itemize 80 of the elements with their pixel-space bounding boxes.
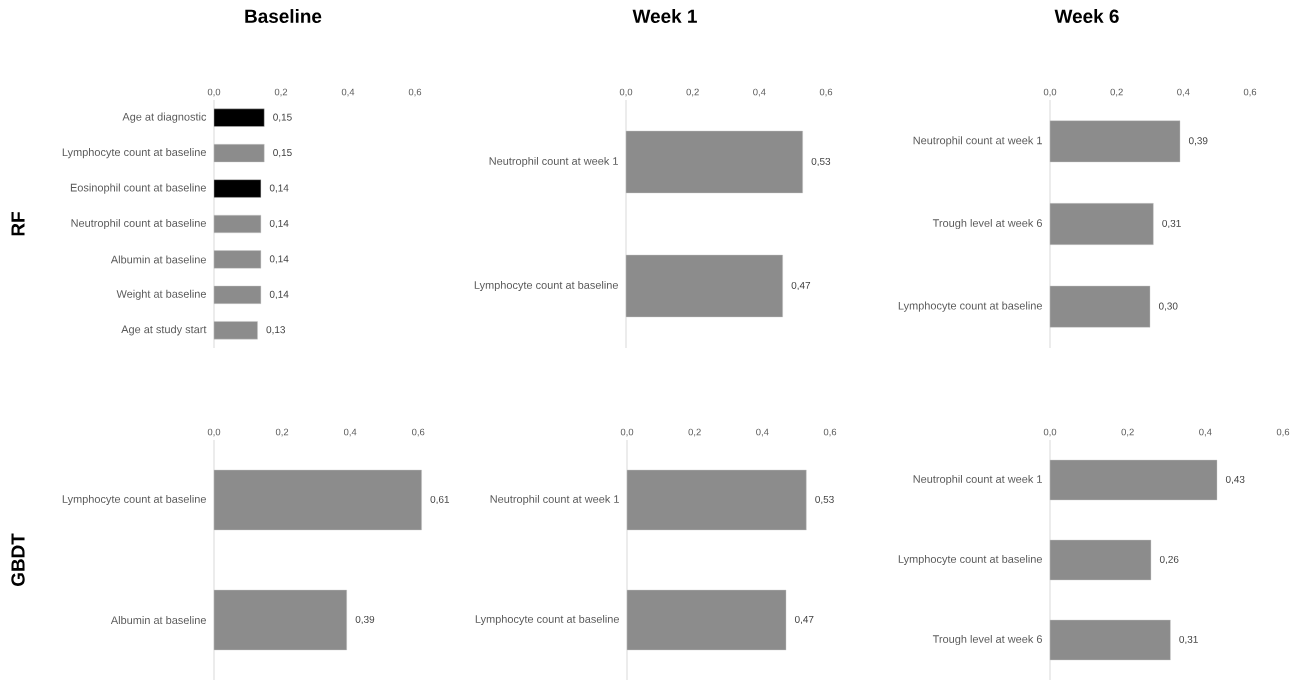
data-label: 0,61 xyxy=(430,495,450,505)
bar xyxy=(1049,459,1218,501)
x-tick-label: 0,0 xyxy=(1043,88,1057,97)
bar xyxy=(213,144,265,163)
x-tick-label: 0,2 xyxy=(1121,428,1134,437)
bar xyxy=(1049,203,1154,245)
data-label: 0,31 xyxy=(1179,635,1198,645)
data-label: 0,14 xyxy=(269,290,289,299)
data-label: 0,15 xyxy=(273,113,292,122)
x-tick-label: 0,6 xyxy=(1276,428,1290,437)
x-tick-label: 0,4 xyxy=(1177,88,1190,97)
data-label: 0,14 xyxy=(269,255,289,264)
bar xyxy=(213,108,265,127)
y-tick-label: Lymphocyte count at baseline xyxy=(475,614,619,626)
data-label: 0,39 xyxy=(355,615,375,625)
x-tick-label: 0,6 xyxy=(823,428,837,437)
y-tick-label: Trough level at week 6 xyxy=(932,218,1042,230)
chart-title: Baseline xyxy=(245,9,322,23)
data-label: 0,47 xyxy=(791,281,811,291)
data-label: 0,53 xyxy=(811,157,831,167)
bar xyxy=(1049,539,1152,581)
y-tick-label: Albumin at baseline xyxy=(110,615,206,625)
bar xyxy=(213,179,262,198)
data-label: 0,13 xyxy=(266,326,286,335)
y-tick-label: Lymphocyte count at baseline xyxy=(898,554,1042,566)
y-tick-label: Trough level at week 6 xyxy=(932,634,1042,646)
y-tick-label: Neutrophil count at week 1 xyxy=(913,136,1042,147)
x-tick-label: 0,6 xyxy=(819,88,833,97)
data-label: 0,53 xyxy=(815,495,834,505)
bar xyxy=(213,250,262,269)
data-label: 0,14 xyxy=(269,184,289,193)
y-tick-label: Age at study start xyxy=(121,325,207,336)
data-label: 0,30 xyxy=(1158,302,1178,311)
bar xyxy=(1049,619,1171,661)
x-tick-label: 0,4 xyxy=(753,88,766,97)
x-tick-label: 0,4 xyxy=(1199,428,1212,437)
data-label: 0,14 xyxy=(269,219,289,229)
x-tick-label: 0,4 xyxy=(343,428,357,437)
y-tick-label: Neutrophil count at week 1 xyxy=(490,494,619,506)
x-tick-label: 0,0 xyxy=(619,88,633,97)
chart-title: Week 6 xyxy=(1054,9,1119,23)
y-tick-label: Neutrophil count at baseline xyxy=(71,218,206,230)
data-label: 0,47 xyxy=(794,615,814,625)
y-tick-label: Eosinophil count at baseline xyxy=(70,183,206,194)
x-tick-label: 0,2 xyxy=(688,428,701,437)
chart-title: Week 1 xyxy=(632,9,697,23)
data-label: 0,15 xyxy=(273,149,292,158)
bar xyxy=(213,321,258,340)
x-tick-label: 0,6 xyxy=(1243,88,1257,97)
bar xyxy=(213,285,262,304)
x-tick-label: 0,6 xyxy=(411,428,425,437)
data-label: 0,26 xyxy=(1159,555,1179,565)
x-tick-label: 0,2 xyxy=(686,88,699,97)
bar xyxy=(1049,120,1181,163)
x-tick-label: 0,2 xyxy=(1110,88,1123,97)
y-tick-label: Lymphocyte count at baseline xyxy=(898,301,1042,312)
x-tick-label: 0,0 xyxy=(620,428,634,437)
y-tick-label: Neutrophil count at week 1 xyxy=(913,474,1042,486)
x-tick-label: 0,4 xyxy=(756,428,769,437)
y-tick-label: Lymphocyte count at baseline xyxy=(62,494,206,506)
y-tick-label: Neutrophil count at week 1 xyxy=(489,156,618,168)
x-tick-label: 0,6 xyxy=(408,88,422,97)
x-tick-label: 0,4 xyxy=(341,88,355,97)
y-tick-label: Lymphocyte count at baseline xyxy=(474,280,618,292)
x-tick-label: 0,0 xyxy=(207,88,221,97)
y-axis-title: RF xyxy=(11,212,25,236)
x-tick-label: 0,2 xyxy=(275,428,289,437)
data-label: 0,39 xyxy=(1188,137,1208,146)
y-tick-label: Age at diagnostic xyxy=(122,112,207,123)
x-tick-label: 0,2 xyxy=(274,88,288,97)
y-tick-label: Albumin at baseline xyxy=(110,255,206,264)
bar xyxy=(1049,285,1151,328)
y-axis-title: GBDT xyxy=(11,533,25,587)
data-label: 0,43 xyxy=(1225,475,1245,485)
y-tick-label: Lymphocyte count at baseline xyxy=(62,148,206,159)
x-tick-label: 0,0 xyxy=(1043,428,1057,437)
data-label: 0,31 xyxy=(1162,219,1181,229)
x-tick-label: 0,0 xyxy=(207,428,221,437)
y-tick-label: Weight at baseline xyxy=(116,289,206,300)
bar xyxy=(213,214,262,234)
